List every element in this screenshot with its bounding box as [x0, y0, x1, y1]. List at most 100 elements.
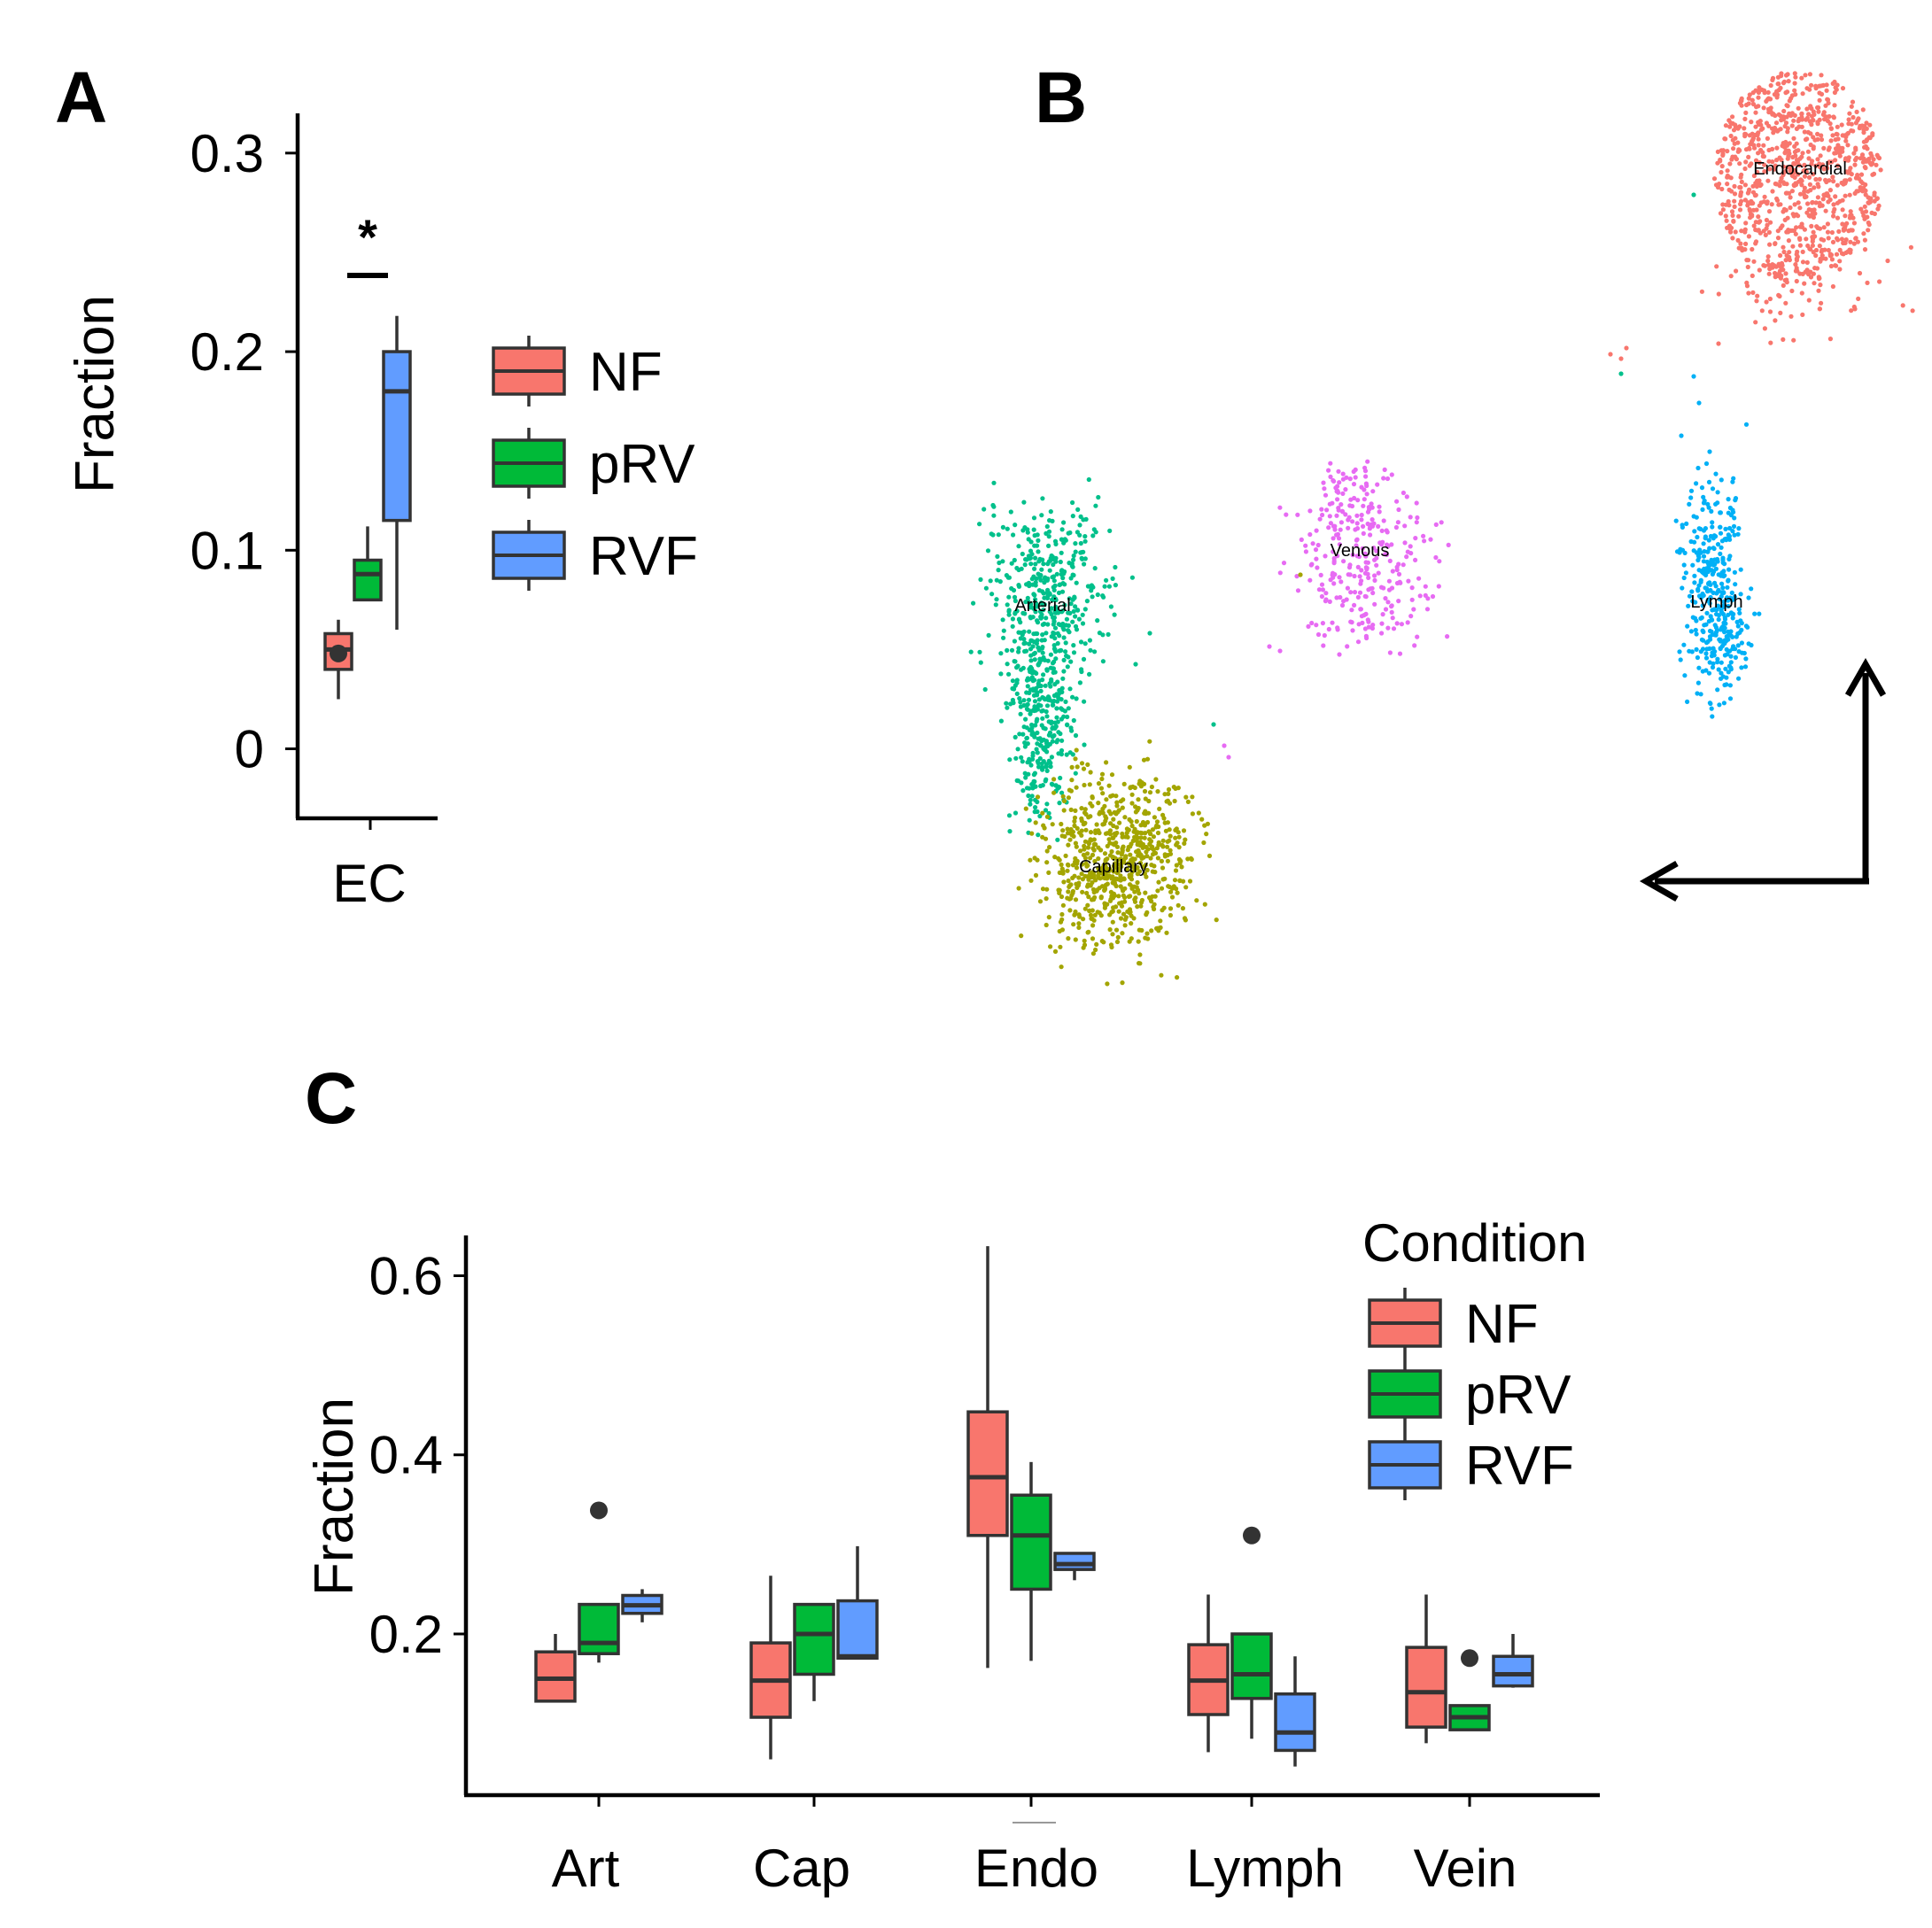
cell-point: [1875, 206, 1881, 212]
cell-point: [1764, 217, 1769, 223]
cell-point: [1699, 289, 1704, 294]
cell-point: [1046, 758, 1051, 763]
cell-point: [1718, 646, 1723, 651]
cell-point: [1158, 918, 1163, 924]
cell-point: [1109, 848, 1114, 855]
cell-point: [1680, 523, 1685, 528]
cell-point: [1106, 837, 1112, 842]
cell-point: [1038, 688, 1044, 693]
cell-point: [1079, 555, 1084, 561]
cell-point: [1720, 611, 1726, 617]
cell-point: [1112, 863, 1117, 869]
cell-point: [1757, 178, 1762, 183]
cell-point: [1082, 807, 1088, 812]
cell-point: [1315, 565, 1320, 570]
cell-point: [1349, 608, 1354, 613]
cell-point: [1711, 661, 1716, 666]
cell-point: [1364, 483, 1369, 489]
cell-point: [1828, 263, 1834, 269]
cell-point: [1204, 832, 1209, 837]
cell-point: [1050, 734, 1055, 739]
cell-point: [1055, 679, 1060, 685]
panel-c-box-art-nf-box: [534, 1650, 577, 1703]
cell-point: [1836, 228, 1842, 234]
cell-point: [1008, 509, 1013, 515]
cell-point: [1832, 206, 1837, 212]
cell-point: [1046, 529, 1052, 534]
cell-point: [1039, 708, 1044, 714]
cell-point: [1357, 574, 1362, 579]
cell-point: [1086, 815, 1091, 820]
cell-point: [1713, 566, 1719, 571]
cell-point: [1726, 198, 1731, 205]
cell-point: [1113, 876, 1119, 881]
cell-point: [1817, 176, 1822, 182]
panel-c-legend-prv: pRV: [1368, 1359, 1571, 1429]
cell-point: [1061, 520, 1067, 525]
cell-point: [1696, 583, 1702, 588]
cell-point: [1047, 732, 1052, 737]
cell-point: [1722, 616, 1728, 622]
cell-point: [994, 597, 999, 602]
cell-point: [1362, 613, 1367, 618]
cell-point: [1698, 550, 1703, 555]
cell-point: [1132, 899, 1138, 904]
cell-point: [1809, 82, 1814, 88]
cell-point: [1762, 162, 1767, 167]
cell-point: [1694, 515, 1699, 520]
cell-point: [1908, 244, 1913, 250]
cell-point: [1044, 631, 1049, 636]
cell-point: [1779, 157, 1784, 163]
cell-point: [1817, 83, 1822, 89]
cell-point: [1013, 611, 1018, 616]
cell-point: [1743, 131, 1749, 137]
cell-point: [1111, 817, 1116, 822]
cell-point: [1720, 557, 1726, 562]
cell-point: [1785, 156, 1790, 161]
cell-point: [1695, 680, 1701, 685]
cell-point: [1157, 806, 1162, 812]
panel-a-y-tick-label-0: 0: [235, 720, 264, 779]
cell-point: [1105, 876, 1110, 881]
cell-point: [1009, 561, 1014, 566]
cluster-endocardial-points: [1699, 244, 1915, 345]
cell-point: [1851, 241, 1857, 246]
cell-point: [1226, 755, 1231, 760]
cell-point: [1825, 229, 1831, 235]
cell-point: [1102, 886, 1108, 892]
cell-point: [1043, 726, 1048, 732]
cell-point: [1830, 283, 1835, 290]
cell-point: [1810, 199, 1815, 205]
cell-point: [994, 577, 999, 583]
cell-point: [1415, 634, 1420, 639]
cell-point: [1867, 122, 1873, 128]
cell-point: [1174, 886, 1179, 892]
cell-point: [1739, 172, 1744, 177]
cell-point: [1708, 594, 1713, 600]
cell-point: [1149, 863, 1154, 868]
cell-point: [1110, 895, 1116, 901]
cell-point: [1719, 477, 1724, 483]
cell-point: [1383, 607, 1389, 612]
cell-point: [1715, 556, 1720, 562]
cell-point: [1095, 618, 1100, 623]
cell-point: [1001, 635, 1006, 640]
cell-point: [1187, 879, 1193, 884]
cell-point: [1849, 104, 1854, 109]
cell-point: [1786, 238, 1791, 244]
cell-point: [1085, 902, 1090, 908]
cell-point: [1159, 972, 1164, 978]
cell-point: [1799, 290, 1804, 296]
cell-point: [1701, 528, 1707, 533]
cell-point: [1856, 296, 1861, 301]
cell-point: [1027, 786, 1032, 791]
cell-point: [1352, 602, 1357, 608]
cell-point: [1082, 906, 1088, 911]
cell-point: [1368, 586, 1373, 592]
cell-point: [1006, 608, 1012, 615]
cell-point: [1766, 209, 1773, 214]
cell-point: [1732, 515, 1737, 521]
cell-point: [1307, 577, 1313, 583]
cell-point: [1732, 569, 1737, 575]
cell-point: [1874, 162, 1879, 167]
